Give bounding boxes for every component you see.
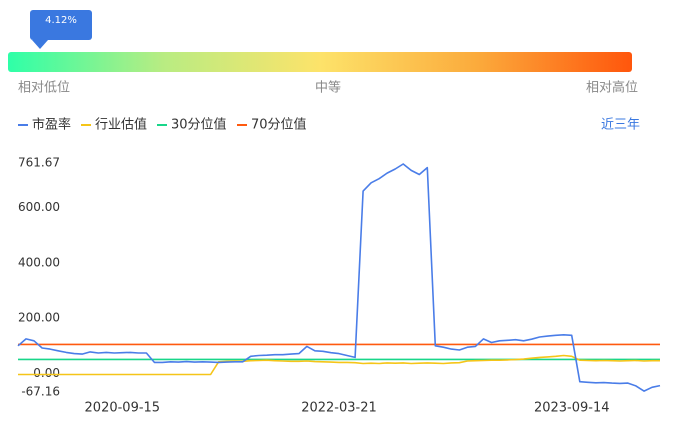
legend-label: 市盈率 — [32, 117, 71, 133]
y-tick-label: 600.00 — [18, 200, 60, 214]
legend-label: 70分位值 — [251, 117, 307, 133]
tooltip-pointer — [32, 40, 48, 49]
y-tick-label: 200.00 — [18, 311, 60, 325]
scale-label: 相对高位 — [586, 80, 638, 96]
scale-label: 中等 — [315, 80, 341, 96]
y-tick-label: 761.67 — [18, 156, 60, 170]
y-tick-label: -67.16 — [21, 385, 60, 399]
period-button[interactable]: 近三年 — [601, 118, 640, 133]
scale-label: 相对低位 — [18, 81, 70, 96]
legend-label: 行业估值 — [95, 117, 147, 133]
percentile-bar — [8, 52, 632, 72]
tooltip-label: 4.12% — [45, 15, 77, 26]
legend-label: 30分位值 — [171, 117, 227, 133]
x-tick-label: 2020-09-15 — [85, 401, 161, 416]
y-tick-label: 0.00 — [33, 366, 60, 380]
series-line — [17, 163, 661, 392]
series-line — [18, 354, 660, 376]
x-tick-label: 2023-09-14 — [534, 401, 610, 416]
x-tick-label: 2022-03-21 — [301, 401, 377, 416]
y-tick-label: 400.00 — [18, 255, 60, 269]
tooltip-box — [30, 10, 92, 40]
percentile-tooltip: 4.12% — [30, 10, 92, 49]
